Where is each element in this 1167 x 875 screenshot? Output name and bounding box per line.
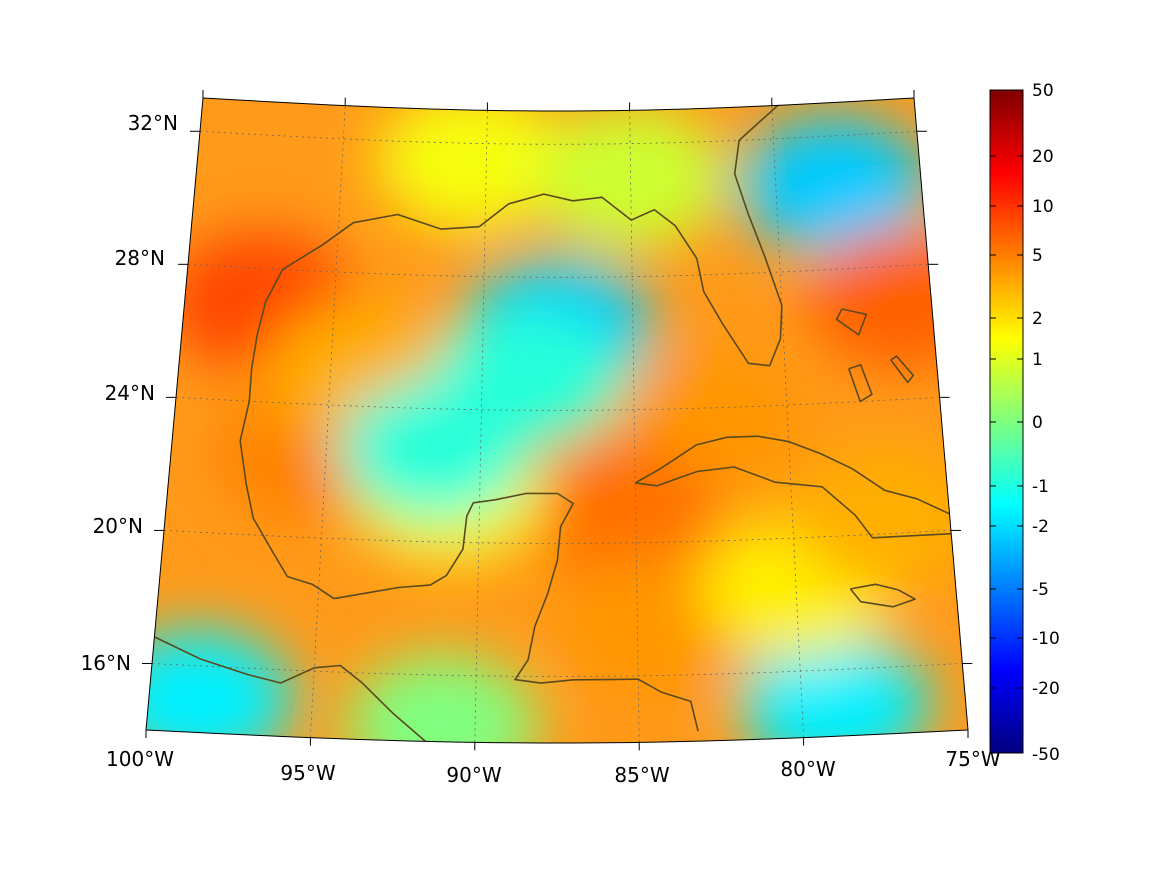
coastline [239,213,699,732]
coastline [835,308,868,336]
coastline [890,355,915,384]
lon-label: 85°W [614,763,669,787]
lat-label: 32°N [128,111,178,135]
field-blob [339,378,530,519]
coastline [849,583,916,608]
colorbar-tick-label: -10 [1032,629,1060,649]
lon-label: 100°W [106,747,174,771]
colorbar-tick-label: -20 [1032,679,1060,699]
latitude-labels: 32°N 28°N 24°N 20°N 16°N [81,111,178,675]
colorbar: 50 20 10 5 2 1 0 -1 -2 -5 -10 -20 -50 [989,81,1060,765]
colorbar-ticks [990,89,1023,754]
field-blob [791,447,968,588]
lon-label: 95°W [280,761,335,785]
longitude-labels: 100°W 95°W 90°W 85°W 80°W 75°W [106,747,1001,787]
field-blob [806,229,968,370]
coastline [848,364,873,403]
coastline [478,98,787,367]
field-blob [739,115,930,256]
colorbar-tick-label: -50 [1032,745,1060,765]
colorbar-tick-label: -1 [1032,477,1049,497]
coastline [154,636,427,743]
field-blob [347,655,538,743]
lat-label: 16°N [81,651,131,675]
colorbar-tick-label: 0 [1032,413,1043,433]
colorbar-tick-label: 2 [1032,309,1043,329]
lon-label: 90°W [446,763,501,787]
colorbar-tick-label: 20 [1032,147,1054,167]
lat-label: 20°N [93,514,143,538]
parallel [175,397,940,411]
colorbar-tick-label: 50 [1032,81,1054,101]
colorbar-labels: 50 20 10 5 2 1 0 -1 -2 -5 -10 -20 -50 [1032,81,1060,765]
lat-label: 24°N [105,381,155,405]
lon-label: 80°W [780,757,835,781]
field-blob [377,98,568,230]
field-blob [558,555,749,696]
graticule [151,105,963,743]
map-area [142,90,973,751]
field-blob [525,439,716,580]
frame-ticks [142,90,973,751]
colorbar-tick-label: -5 [1032,580,1049,600]
colorbar-tick-label: 1 [1032,350,1043,370]
colorbar-tick-label: -2 [1032,517,1049,537]
colorbar-tick-label: 5 [1032,246,1043,266]
lat-label: 28°N [115,246,165,270]
colorbar-tick-label: 10 [1032,197,1054,217]
